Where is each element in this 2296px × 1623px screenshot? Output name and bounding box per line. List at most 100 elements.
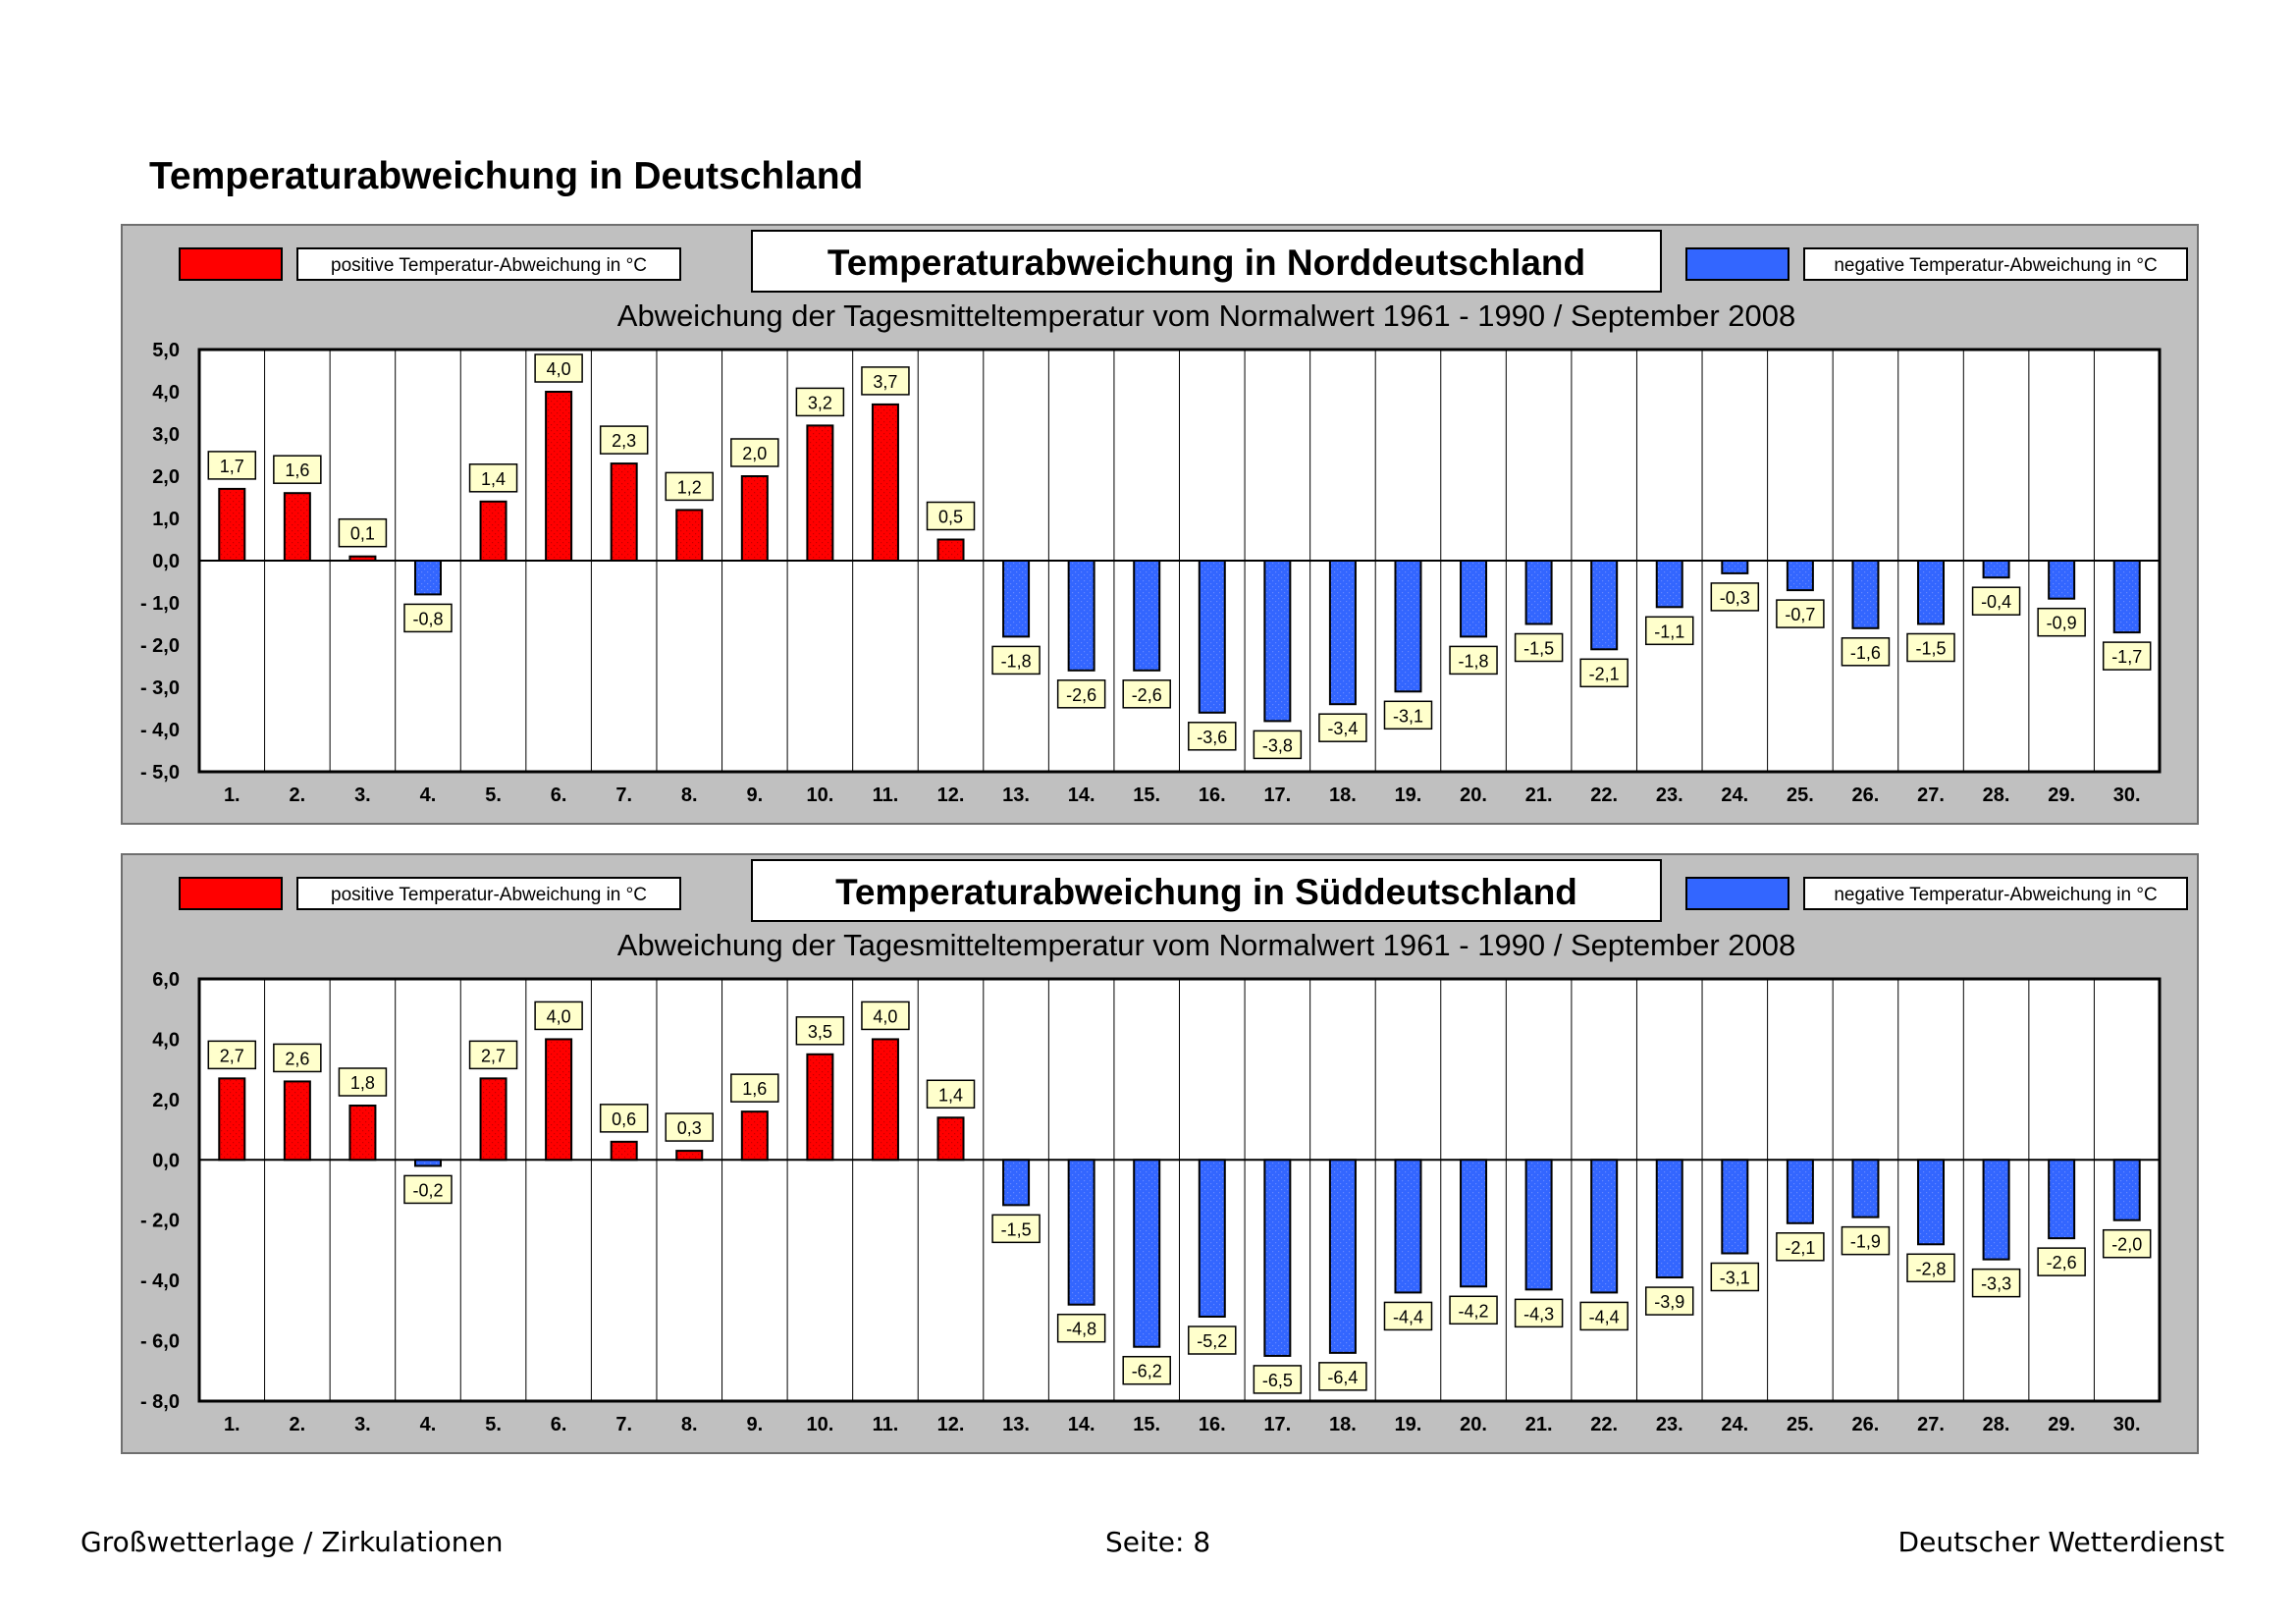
legend-positive-swatch [179, 247, 283, 281]
x-tick-label: 20. [1460, 784, 1487, 806]
x-tick-label: 30. [2113, 1414, 2141, 1435]
legend-negative-label: negative Temperatur-Abweichung in °C [1834, 255, 2157, 276]
y-tick-label: - 4,0 [140, 720, 180, 741]
data-label-box [1449, 1295, 1498, 1325]
y-tick-label: 5,0 [152, 340, 180, 361]
x-tick-label: 2. [290, 784, 306, 806]
data-label-box [1841, 1225, 1891, 1256]
x-tick-label: 15. [1133, 1414, 1160, 1435]
bar-positive [806, 1053, 834, 1162]
data-label-box [926, 501, 976, 531]
bar-negative [1655, 560, 1683, 609]
data-label-box [2037, 1247, 2086, 1276]
x-tick-label: 5. [485, 784, 502, 806]
data-label: -5,2 [1197, 1331, 1227, 1351]
bar-negative [413, 1159, 442, 1167]
bar-negative [1002, 1159, 1031, 1207]
legend-positive-box [296, 877, 681, 910]
data-label: -4,4 [1589, 1307, 1620, 1326]
data-label-box [1579, 1301, 1629, 1331]
data-label: -1,5 [1001, 1219, 1032, 1239]
data-label-box [338, 1067, 388, 1097]
data-label-box [1514, 632, 1564, 663]
bar-positive [348, 1105, 377, 1162]
data-label: -4,2 [1459, 1301, 1489, 1321]
bar-negative [1851, 560, 1880, 629]
chart-title: Temperaturabweichung in Süddeutschland [835, 872, 1577, 912]
x-tick-label: 22. [1590, 784, 1618, 806]
data-label: 1,7 [220, 457, 244, 476]
data-label-box [1188, 722, 1237, 751]
x-tick-label: 21. [1525, 1414, 1553, 1435]
x-tick-label: 13. [1002, 1414, 1030, 1435]
x-tick-label: 29. [2048, 784, 2075, 806]
bar-positive [936, 1116, 965, 1162]
y-tick-label: 4,0 [152, 382, 180, 404]
data-label: -2,1 [1589, 664, 1620, 683]
data-label-box [1383, 700, 1433, 730]
bar-negative [1721, 560, 1749, 574]
chart-title-box [751, 230, 1662, 293]
data-label-box [1710, 1262, 1760, 1292]
x-tick-label: 10. [806, 784, 833, 806]
y-tick-label: - 6,0 [140, 1331, 180, 1353]
data-label-box [991, 1214, 1041, 1244]
bar-positive [348, 555, 377, 563]
data-label: -3,8 [1262, 735, 1293, 755]
data-label-box [2037, 607, 2086, 637]
data-label-box [926, 1079, 976, 1109]
data-label-box [338, 517, 388, 548]
bar-negative [1394, 560, 1422, 693]
data-label: -0,4 [1981, 592, 2011, 612]
bar-positive [610, 1140, 638, 1162]
y-tick-label: - 2,0 [140, 1211, 180, 1232]
data-label-box [273, 455, 322, 484]
bar-negative [1263, 1159, 1292, 1357]
data-label-box [1710, 582, 1760, 612]
data-label-box [1971, 1268, 2021, 1298]
x-tick-label: 16. [1199, 784, 1226, 806]
data-label: -2,1 [1785, 1238, 1815, 1258]
bar-negative [1328, 1159, 1357, 1354]
data-label-box [1776, 599, 1825, 628]
legend-negative-box [1803, 877, 2188, 910]
data-label: 1,6 [742, 1079, 767, 1099]
data-label: 2,7 [481, 1046, 506, 1065]
bar-negative [1721, 1159, 1749, 1255]
x-tick-label: 6. [551, 1414, 567, 1435]
data-label-box [1645, 616, 1694, 646]
footer-right: Deutscher Wetterdienst [1897, 1526, 2224, 1558]
x-tick-label: 12. [937, 1414, 965, 1435]
x-tick-label: 1. [224, 784, 240, 806]
data-label: -6,5 [1262, 1371, 1293, 1390]
x-tick-label: 22. [1590, 1414, 1618, 1435]
x-tick-label: 19. [1395, 1414, 1422, 1435]
data-label-box [468, 463, 518, 493]
bar-positive [218, 487, 246, 562]
data-label-box [1122, 1355, 1171, 1385]
x-tick-label: 14. [1068, 1414, 1095, 1435]
y-tick-label: - 5,0 [140, 762, 180, 784]
x-tick-label: 25. [1787, 784, 1814, 806]
y-tick-label: 3,0 [152, 424, 180, 446]
x-tick-label: 3. [354, 1414, 371, 1435]
data-label: -4,3 [1523, 1304, 1554, 1324]
data-label-box [1449, 645, 1498, 676]
bar-negative [1851, 1159, 1880, 1218]
data-label: 4,0 [873, 1006, 897, 1026]
data-label: -0,9 [2047, 614, 2077, 633]
y-tick-label: - 3,0 [140, 677, 180, 699]
y-tick-label: 0,0 [152, 551, 180, 572]
data-label: 1,2 [677, 477, 702, 497]
y-tick-label: - 1,0 [140, 593, 180, 615]
data-label: -3,6 [1197, 728, 1227, 747]
bar-negative [1198, 560, 1226, 714]
data-label: -1,5 [1916, 639, 1947, 659]
x-tick-label: 14. [1068, 784, 1095, 806]
x-tick-label: 26. [1852, 1414, 1880, 1435]
data-label-box [1514, 1298, 1564, 1328]
data-label: -3,3 [1981, 1274, 2011, 1294]
data-label-box [2102, 1228, 2152, 1259]
footer-left: Großwetterlage / Zirkulationen [80, 1526, 504, 1558]
data-label: 2,3 [612, 431, 636, 451]
